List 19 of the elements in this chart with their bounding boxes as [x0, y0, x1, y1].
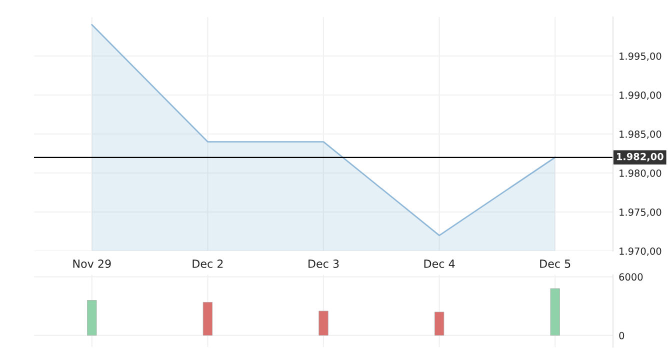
bar	[434, 312, 444, 336]
x-tick-label: Dec 2	[192, 260, 223, 268]
bar	[202, 302, 213, 336]
x-tick-label: Dec 4	[424, 260, 455, 268]
y-tick-label: 1.990,00	[620, 91, 662, 100]
y-tick-label: 1.985,00	[620, 130, 662, 139]
x-tick-label: Dec 5	[540, 260, 570, 268]
y-tick-label: 6000	[619, 273, 643, 281]
y-tick-label: 1.980,00	[620, 169, 662, 178]
x-tick-label: Dec 3	[308, 260, 339, 268]
y-tick-label: 0	[619, 332, 624, 340]
bar	[87, 300, 97, 336]
x-tick-label: Nov 29	[73, 260, 111, 268]
y-tick-label: 1.970,00	[620, 247, 662, 256]
y-tick-label: 1.975,00	[620, 208, 662, 217]
bar	[318, 310, 328, 336]
y-tick-label: 1.995,00	[620, 52, 662, 61]
ref-line-label: 1.982,00	[616, 152, 664, 162]
bar	[550, 288, 560, 336]
